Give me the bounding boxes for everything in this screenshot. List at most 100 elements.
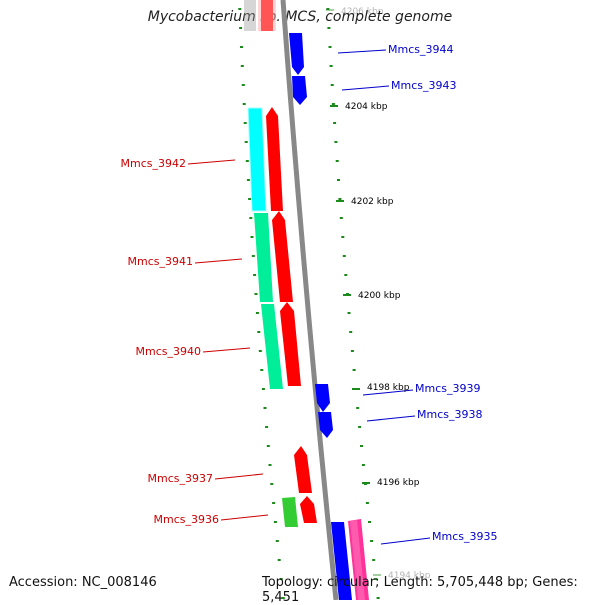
ring-dot [374,578,378,580]
ring-dot [365,502,369,504]
gene-3941[interactable] [272,211,293,302]
ring-dot [254,293,258,295]
ring-dot [338,198,342,200]
ring-dot [333,122,337,124]
ring-dot [263,407,267,409]
ring-dot [265,426,269,428]
gene-label-3939[interactable]: Mmcs_3939 [415,382,480,395]
tick-label-4196: 4196 kbp [377,478,420,488]
gene-3938[interactable] [318,412,333,438]
ring-dot [244,141,248,143]
tick-label-4202: 4202 kbp [351,197,394,207]
kbp-ticks [326,9,381,576]
ring-dot [240,65,244,67]
map-title: Mycobacterium sp. MCS, complete genome [147,9,453,25]
ring-dot [246,179,250,181]
ring-dot [329,65,333,67]
ring-dot [347,312,351,314]
cds-3942[interactable] [247,107,267,212]
ring-dot [372,559,376,561]
ring-dot [356,407,360,409]
ring-dot [248,198,252,200]
gene-label-3938[interactable]: Mmcs_3938 [417,408,482,421]
ring-dot [251,255,255,257]
ring-dot [344,274,348,276]
accession-text: Accession: NC_008146 [9,575,157,590]
ring-dot [342,255,346,257]
cds-3935[interactable] [348,519,369,600]
gene-label-3941[interactable]: Mmcs_3941 [128,255,193,268]
cds-3936[interactable] [282,497,298,527]
ring-dot [239,27,243,29]
ring-dot [273,521,277,523]
ring-dot [331,103,335,105]
gene-label-3940[interactable]: Mmcs_3940 [136,345,201,358]
ring-dot [376,597,380,599]
tick-label-4204: 4204 kbp [345,102,388,112]
ring-dot [368,521,371,523]
ring-dot [352,369,356,371]
ring-dot [255,312,259,314]
ring-dot [326,8,330,10]
tick-label-4206: 4206 kbp [341,7,384,17]
cds-3935-shade [350,520,365,600]
gene-3942[interactable] [266,107,283,211]
ring-dot [245,160,249,162]
ring-dot [361,464,365,466]
ring-dot [270,483,274,485]
ring-dot [250,236,254,238]
tick-label-4194: 4194 kbp [388,571,431,581]
ring-dot [350,350,354,352]
ring-dot [358,426,362,428]
ring-dot [258,350,262,352]
ring-dot [266,445,270,447]
ring-dot [335,160,339,162]
cds-3940[interactable] [261,304,283,389]
ring-dot [249,217,253,219]
minus-leaders [187,159,269,521]
ring-dot [330,84,334,86]
ring-dot [243,122,247,124]
ring-dot [241,84,245,86]
gene-3939[interactable] [315,384,330,412]
gene-3944[interactable] [289,33,304,75]
gene-3936[interactable] [300,496,317,523]
ring-dot [275,540,279,542]
gene-label-3935[interactable]: Mmcs_3935 [432,530,497,543]
ring-dot [279,578,283,580]
ring-dot [261,388,265,390]
tick-label-4198: 4198 kbp [367,383,410,393]
ring-dot [238,8,242,10]
ring-dot [277,559,281,561]
gene-label-3936[interactable]: Mmcs_3936 [154,513,219,526]
gene-label-3944[interactable]: Mmcs_3944 [388,43,453,56]
ring-dot [334,141,338,143]
ring-dot [257,331,261,333]
feature-top-cut [244,0,276,31]
genome-backbone [280,0,339,600]
plus-leaders [337,49,431,545]
cds-3941[interactable] [254,213,273,302]
ring-dot [327,27,331,29]
ring-dot [370,540,374,542]
ring-dot [240,46,243,48]
gene-3940[interactable] [280,302,301,386]
gene-3935[interactable] [331,522,352,600]
ring-dot [360,445,363,447]
ring-dot [337,179,340,181]
ring-dot [328,46,332,48]
ring-dot [253,274,257,276]
gene-3937[interactable] [294,446,312,493]
ring-dot [260,369,264,371]
gene-label-3937[interactable]: Mmcs_3937 [148,472,213,485]
gene-3943[interactable] [292,76,307,105]
ring-dot [281,597,285,599]
genome-summary-text: Topology: circular; Length: 5,705,448 bp… [262,575,578,605]
gene-label-3942[interactable]: Mmcs_3942 [121,157,186,170]
gene-label-3943[interactable]: Mmcs_3943 [391,79,456,92]
ring-dot [272,502,276,504]
ring-dot [341,236,345,238]
tick-label-4200: 4200 kbp [358,291,401,301]
ring-dot [349,331,353,333]
